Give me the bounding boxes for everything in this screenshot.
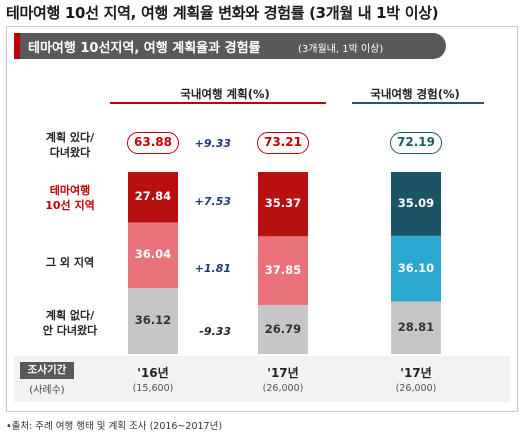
bar-segment-theme-region-0	[128, 172, 178, 223]
chart-subtitle: (3개월내, 1박 이상)	[298, 44, 384, 55]
row-label-line: 테마여행	[49, 184, 91, 197]
segment-value-other-region-0: 36.04	[134, 247, 172, 262]
chart-banner	[14, 33, 446, 59]
chart-title: 테마여행 10선지역, 여행 계획율과 경험률	[28, 41, 261, 56]
category-label-2017-plan: '17년	[267, 366, 299, 380]
sample-size-2016: (15,600)	[132, 383, 174, 394]
change-theme-region: +7.53	[194, 195, 231, 208]
plan-header-underline	[110, 102, 326, 104]
change-planned: +9.33	[194, 137, 231, 150]
row-label-line: 10선 지역	[45, 199, 95, 212]
bar-segment-other-region-2	[391, 235, 441, 302]
row-label-line: 다녀왔다	[49, 146, 91, 159]
sample-size-2017-exp: (26,000)	[395, 383, 437, 394]
banner-accent	[14, 33, 20, 59]
source-note: •출처: 주례 여행 행태 및 계획 조사 (2016~2017년)	[6, 421, 223, 432]
segment-value-other-region-2: 36.10	[397, 260, 435, 275]
segment-value-not-planned-1: 26.79	[264, 321, 302, 336]
sample-size-2017-plan: (26,000)	[262, 383, 304, 394]
segment-value-other-region-1: 37.85	[264, 262, 302, 277]
bar-segment-not-planned-2	[391, 301, 441, 354]
row-label-planned: 계획 있다/ 다녀왔다	[30, 130, 110, 160]
row-label-line: 계획 없다/	[45, 309, 95, 322]
segment-value-theme-region-0: 27.84	[134, 189, 172, 204]
bar-segment-other-region-0	[128, 222, 178, 289]
row-label-line: 안 다녀왔다	[42, 324, 98, 337]
total-pill-2017-exp: 72.19	[390, 132, 442, 154]
segment-value-not-planned-0: 36.12	[134, 313, 172, 328]
row-label-theme-region: 테마여행 10선 지역	[30, 183, 110, 213]
x-axis-band	[14, 356, 510, 402]
segment-value-theme-region-2: 35.09	[397, 195, 435, 210]
exp-header-underline	[352, 102, 484, 104]
x-axis-label: 조사기간	[20, 362, 74, 379]
total-pill-2017-plan: 73.21	[257, 132, 309, 154]
exp-group-header: 국내여행 경험(%)	[370, 87, 460, 101]
bar-segment-not-planned-1	[258, 305, 308, 355]
row-label-other-region: 그 외 지역	[30, 255, 110, 270]
row-label-not-planned: 계획 없다/ 안 다녀왔다	[30, 308, 110, 338]
segment-value-not-planned-2: 28.81	[397, 319, 435, 334]
segment-value-theme-region-1: 35.37	[264, 196, 302, 211]
total-pill-2016-plan: 63.88	[127, 132, 179, 154]
bar-segment-theme-region-2	[391, 172, 441, 236]
chart-frame	[6, 26, 518, 412]
bar-segment-not-planned-0	[128, 288, 178, 354]
row-label-line: 그 외 지역	[45, 256, 95, 269]
bar-segment-theme-region-1	[258, 172, 308, 237]
row-label-line: 계획 있다/	[45, 131, 95, 144]
category-label-2017-exp: '17년	[400, 366, 432, 380]
plan-group-header: 국내여행 계획(%)	[180, 87, 270, 101]
bar-segment-other-region-1	[258, 236, 308, 306]
x-axis-sublabel: (사례수)	[29, 385, 65, 396]
change-other-region: +1.81	[194, 262, 231, 275]
category-label-2016: '16년	[137, 366, 169, 380]
change-not-planned: -9.33	[199, 325, 231, 338]
page-title: 테마여행 10선 지역, 여행 계획율 변화와 경험률 (3개월 내 1박 이상…	[6, 4, 439, 22]
